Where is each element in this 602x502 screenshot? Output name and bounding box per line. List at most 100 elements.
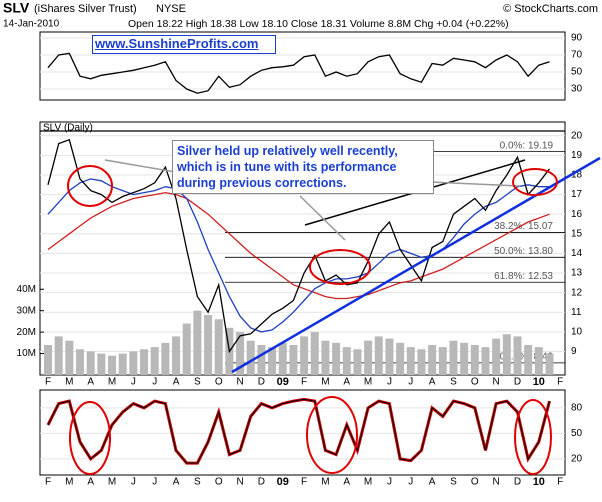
y-tick-label: 9 (571, 346, 577, 357)
y-tick-label: 13 (571, 268, 583, 279)
y2-tick-label: 40M (17, 284, 36, 295)
callout-pointer (104, 159, 176, 173)
series-line (47, 52, 550, 94)
x-tick-label: S (450, 477, 457, 488)
symbol: SLV (3, 0, 30, 16)
volume-bar (310, 332, 319, 375)
y2-tick-label: 10M (17, 348, 36, 359)
highlight-ellipse (512, 168, 558, 196)
volume-bar (257, 344, 266, 375)
y-tick-label: 70 (571, 50, 583, 61)
quote: Open 18.22 High 18.38 Low 18.10 Close 18… (128, 18, 509, 30)
x-tick-label: M (364, 477, 372, 488)
fib-label: 0.0%: 19.19 (500, 140, 554, 151)
x-tick-label: N (236, 477, 243, 488)
fib-label: 100.0%: 8.42 (494, 351, 553, 362)
panel-frame (39, 31, 566, 101)
y-tick-label: 15 (571, 228, 583, 239)
volume-bar (118, 353, 127, 375)
highlight-ellipse (309, 249, 371, 285)
volume-bar (214, 319, 223, 375)
volume-bar (193, 310, 202, 375)
volume-bar (129, 351, 138, 375)
x-tick-label: S (194, 477, 201, 488)
x-tick-label: F (45, 477, 51, 488)
volume-bar (86, 351, 95, 375)
y-tick-label: 20 (571, 453, 583, 464)
volume-bar (97, 353, 106, 375)
callout-pointer (299, 195, 346, 241)
x-tick-label: D (258, 377, 265, 388)
x-tick-label: O (471, 477, 479, 488)
x-tick-label: A (87, 477, 94, 488)
x-tick-label: M (321, 377, 329, 388)
x-tick-label: S (194, 377, 201, 388)
x-tick-label: N (236, 377, 243, 388)
security-name: (iShares Silver Trust) (34, 3, 137, 15)
volume-bar (172, 336, 181, 375)
x-tick-label: J (387, 477, 392, 488)
highlight-ellipse (69, 401, 111, 475)
highlight-ellipse (306, 396, 358, 474)
volume-bar (54, 336, 63, 375)
x-tick-label: J (408, 477, 413, 488)
volume-bar (289, 344, 298, 375)
watermark: www.SunshineProfits.com (92, 35, 276, 54)
y-tick-label: 10 (571, 326, 583, 337)
fib-label: 50.0%: 13.80 (494, 246, 553, 257)
volume-bar (76, 349, 85, 375)
x-tick-label: A (429, 377, 436, 388)
x-tick-label: O (471, 377, 479, 388)
callout-pointer (429, 181, 521, 187)
panel-frame (39, 389, 566, 476)
x-tick-label: M (65, 477, 73, 488)
date: 14-Jan-2010 (3, 19, 60, 30)
y-tick-label: 18 (571, 170, 583, 181)
volume-bar (236, 332, 245, 375)
y-tick-label: 50 (571, 428, 583, 439)
x-tick-label: O (215, 477, 223, 488)
volume-bar (278, 342, 287, 375)
volume-bar (353, 349, 362, 375)
x-tick-label: 09 (277, 476, 289, 488)
volume-bar (502, 334, 511, 375)
x-tick-label: N (493, 377, 500, 388)
y2-tick-label: 30M (17, 305, 36, 316)
callout: Silver held up relatively well recently,… (172, 140, 434, 194)
volume-bar (204, 314, 213, 375)
source: © StockCharts.com (503, 3, 598, 15)
x-tick-label: 10 (533, 476, 545, 488)
x-tick-label: M (364, 377, 372, 388)
x-tick-label: J (152, 477, 157, 488)
panel-title: SLV (Daily) (43, 123, 93, 134)
x-tick-label: M (108, 377, 116, 388)
volume-bar (417, 349, 426, 375)
volume-bar (449, 340, 458, 375)
y-tick-label: 11 (571, 307, 582, 318)
volume-bar (534, 347, 543, 375)
volume-bar (481, 347, 490, 375)
y-tick-label: 19 (571, 150, 583, 161)
volume-bar (364, 340, 373, 375)
highlight-ellipse (514, 399, 552, 475)
annotations (40, 130, 601, 475)
volume-bar (513, 336, 522, 375)
highlight-ellipse (67, 165, 113, 207)
x-tick-label: A (343, 377, 350, 388)
y-tick-label: 50 (571, 67, 583, 78)
volume-bar (374, 336, 383, 375)
x-tick-label: J (131, 377, 136, 388)
volume-bar (161, 342, 170, 375)
x-tick-label: A (343, 477, 350, 488)
exchange: NYSE (156, 3, 186, 15)
volume-bar (140, 349, 149, 375)
volume-bar (182, 323, 191, 375)
x-tick-label: M (65, 377, 73, 388)
x-tick-label: J (408, 377, 413, 388)
x-tick-label: N (493, 477, 500, 488)
y-tick-label: 14 (571, 248, 583, 259)
y-tick-label: 80 (571, 402, 583, 413)
x-tick-label: F (557, 377, 563, 388)
volume-bar (524, 344, 533, 375)
